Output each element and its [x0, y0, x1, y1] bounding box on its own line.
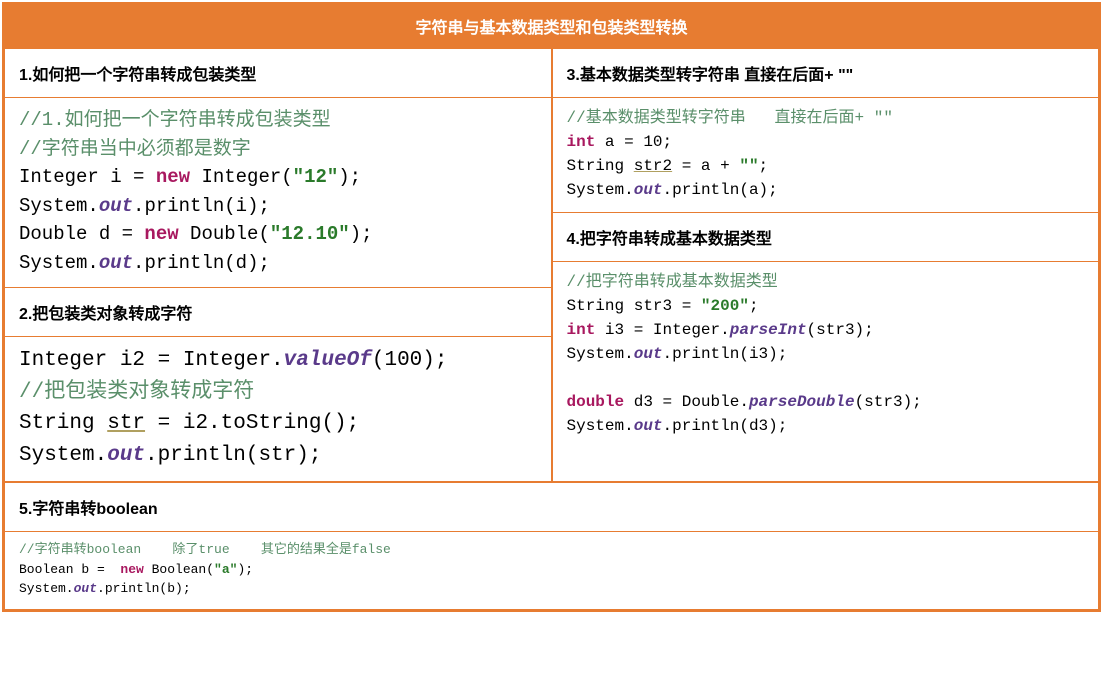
code-static: out: [74, 581, 97, 596]
code-var: str: [107, 412, 145, 435]
section-4-code: //把字符串转成基本数据类型 String str3 = "200"; int …: [553, 262, 1099, 448]
code-text: .println(i3);: [663, 345, 788, 363]
code-keyword: int: [567, 321, 596, 339]
code-text: .println(a);: [663, 181, 778, 199]
type-conversion-table: 字符串与基本数据类型和包装类型转换 1.如何把一个字符串转成包装类型 //1.如…: [2, 2, 1101, 612]
code-comment: //基本数据类型转字符串 直接在后面+ "": [567, 109, 893, 127]
code-text: Integer(: [190, 166, 293, 188]
left-column: 1.如何把一个字符串转成包装类型 //1.如何把一个字符串转成包装类型 //字符…: [4, 48, 552, 482]
section-1-code: //1.如何把一个字符串转成包装类型 //字符串当中必须都是数字 Integer…: [5, 98, 551, 287]
code-text: );: [237, 562, 253, 577]
code-static: out: [634, 345, 663, 363]
code-static: out: [99, 195, 133, 217]
code-text: System.: [19, 252, 99, 274]
code-text: = i2.toString();: [145, 412, 359, 435]
code-text: a = 10;: [595, 133, 672, 151]
table-title: 字符串与基本数据类型和包装类型转换: [4, 4, 1099, 48]
code-text: String: [567, 157, 634, 175]
section-3-code: //基本数据类型转字符串 直接在后面+ "" int a = 10; Strin…: [553, 98, 1099, 212]
code-static: parseDouble: [749, 393, 855, 411]
code-text: i3 = Integer.: [595, 321, 729, 339]
code-comment: //把字符串转成基本数据类型: [567, 273, 778, 291]
section-2-heading: 2.把包装类对象转成字符: [5, 288, 551, 337]
code-text: ;: [759, 157, 769, 175]
section-3: 3.基本数据类型转字符串 直接在后面+ "" //基本数据类型转字符串 直接在后…: [553, 49, 1099, 212]
section-2-code: Integer i2 = Integer.valueOf(100); //把包装…: [5, 337, 551, 481]
code-static: out: [634, 417, 663, 435]
code-static: valueOf: [284, 349, 372, 372]
code-text: = a +: [672, 157, 739, 175]
section-1: 1.如何把一个字符串转成包装类型 //1.如何把一个字符串转成包装类型 //字符…: [5, 49, 551, 287]
code-text: Double d =: [19, 223, 144, 245]
section-5: 5.字符串转boolean //字符串转boolean 除了true 其它的结果…: [4, 482, 1099, 610]
code-keyword: new: [156, 166, 190, 188]
code-text: System.: [567, 181, 634, 199]
code-text: .println(i);: [133, 195, 270, 217]
code-text: (str3);: [855, 393, 922, 411]
code-keyword: double: [567, 393, 625, 411]
code-text: System.: [19, 581, 74, 596]
section-5-heading: 5.字符串转boolean: [5, 483, 1098, 532]
code-text: System.: [567, 345, 634, 363]
code-comment: //字符串转boolean 除了true 其它的结果全是false: [19, 542, 391, 557]
code-string: "12": [293, 166, 339, 188]
code-text: );: [350, 223, 373, 245]
code-comment: //字符串当中必须都是数字: [19, 138, 251, 160]
code-string: "": [739, 157, 758, 175]
code-text: ;: [749, 297, 759, 315]
code-string: "a": [214, 562, 237, 577]
right-column: 3.基本数据类型转字符串 直接在后面+ "" //基本数据类型转字符串 直接在后…: [552, 48, 1100, 482]
code-text: .println(d);: [133, 252, 270, 274]
code-text: Integer i2 = Integer.: [19, 349, 284, 372]
table-grid: 1.如何把一个字符串转成包装类型 //1.如何把一个字符串转成包装类型 //字符…: [4, 48, 1099, 610]
code-text: );: [338, 166, 361, 188]
code-text: Boolean(: [144, 562, 214, 577]
code-string: "200": [701, 297, 749, 315]
section-5-code: //字符串转boolean 除了true 其它的结果全是false Boolea…: [5, 532, 1098, 609]
code-static: out: [634, 181, 663, 199]
code-text: String: [19, 412, 107, 435]
code-text: Integer i =: [19, 166, 156, 188]
code-static: parseInt: [730, 321, 807, 339]
section-4: 4.把字符串转成基本数据类型 //把字符串转成基本数据类型 String str…: [553, 212, 1099, 448]
code-var: str2: [634, 157, 672, 175]
code-text: System.: [567, 417, 634, 435]
section-1-heading: 1.如何把一个字符串转成包装类型: [5, 49, 551, 98]
section-4-heading: 4.把字符串转成基本数据类型: [553, 213, 1099, 262]
code-text: (str3);: [807, 321, 874, 339]
code-text: Double(: [179, 223, 270, 245]
code-string: "12.10": [270, 223, 350, 245]
code-text: .println(str);: [145, 444, 321, 467]
code-static: out: [107, 444, 145, 467]
code-static: out: [99, 252, 133, 274]
code-text: (100);: [372, 349, 448, 372]
code-text: System.: [19, 444, 107, 467]
code-comment: //1.如何把一个字符串转成包装类型: [19, 109, 331, 131]
section-2: 2.把包装类对象转成字符 Integer i2 = Integer.valueO…: [5, 287, 551, 481]
code-text: String str3 =: [567, 297, 701, 315]
code-text: System.: [19, 195, 99, 217]
code-text: d3 = Double.: [624, 393, 749, 411]
section-3-heading: 3.基本数据类型转字符串 直接在后面+ "": [553, 49, 1099, 98]
code-comment: //把包装类对象转成字符: [19, 381, 254, 404]
code-keyword: new: [144, 223, 178, 245]
code-text: Boolean b =: [19, 562, 120, 577]
code-text: .println(d3);: [663, 417, 788, 435]
code-text: .println(b);: [97, 581, 191, 596]
code-keyword: new: [120, 562, 143, 577]
code-keyword: int: [567, 133, 596, 151]
